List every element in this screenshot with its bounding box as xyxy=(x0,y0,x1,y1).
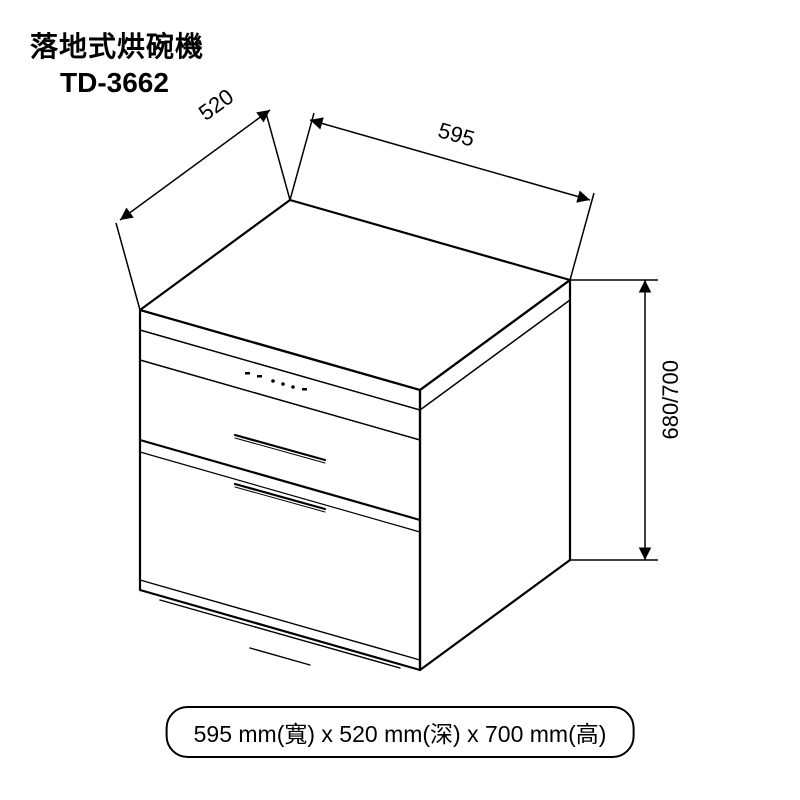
dimension-diagram: 520 595 680/700 xyxy=(50,60,750,680)
dimension-summary: 595 mm(寬) x 520 mm(深) x 700 mm(高) xyxy=(166,706,635,758)
dim-height xyxy=(570,280,658,560)
diagram-svg xyxy=(50,60,750,700)
height-label: 680/700 xyxy=(658,360,684,440)
dim-depth xyxy=(116,110,290,310)
page-container: 落地式烘碗機 TD-3662 xyxy=(0,0,800,800)
cabinet-outline xyxy=(140,200,570,670)
product-title: 落地式烘碗機 xyxy=(30,25,204,65)
